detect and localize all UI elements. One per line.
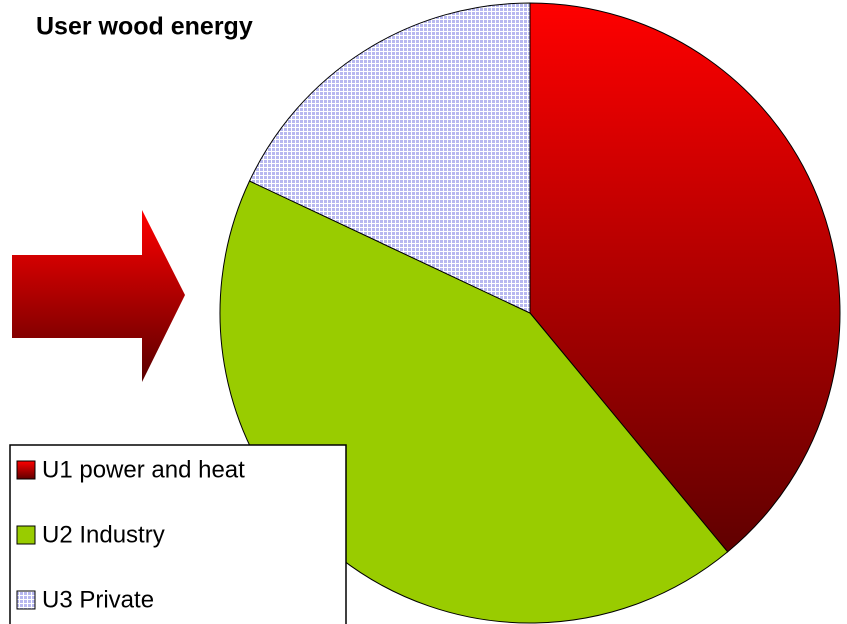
legend-label: U3 Private — [42, 586, 154, 613]
legend-label: U2 Industry — [42, 521, 165, 548]
legend-label: U1 power and heat — [42, 456, 245, 483]
legend-swatch — [16, 590, 36, 610]
pie-slice — [248, 2, 531, 314]
arrow — [12, 210, 185, 382]
legend: U1 power and heat U2 Industry U3 Private — [9, 444, 347, 624]
legend-swatch — [16, 525, 36, 545]
pie-slice — [529, 2, 841, 553]
pie — [219, 2, 841, 624]
legend-swatch — [16, 460, 36, 480]
legend-box — [9, 444, 347, 624]
chart-title: User wood energy — [36, 13, 253, 41]
